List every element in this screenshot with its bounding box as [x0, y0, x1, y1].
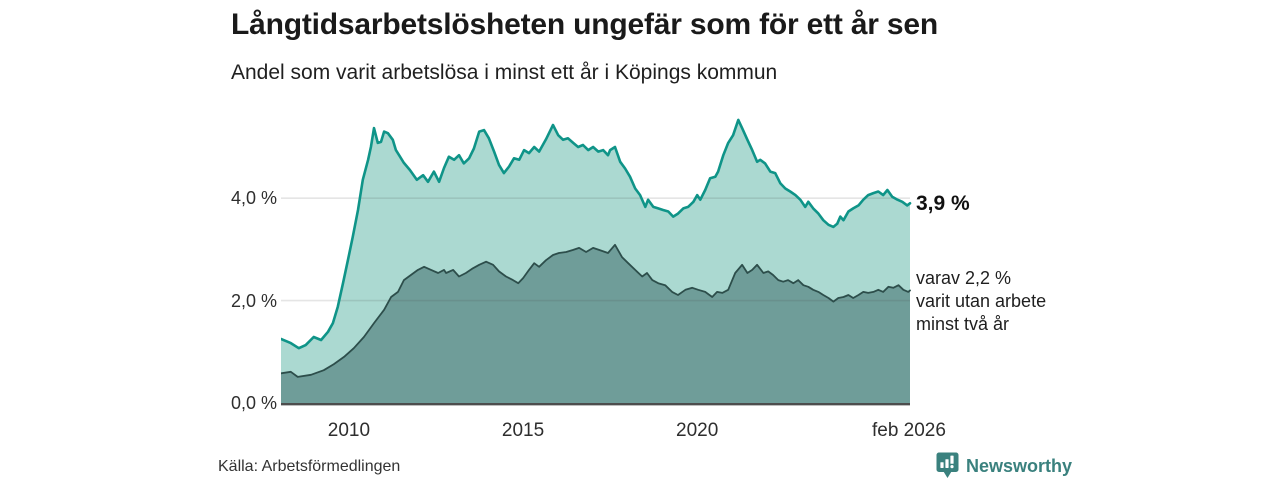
chart-title: Långtidsarbetslösheten ungefär som för e…: [231, 8, 939, 41]
series-end-label-line-1: varav 2,2 %: [916, 268, 1012, 288]
series-line-0: [281, 118, 912, 350]
x-axis-tick-label: 2015: [501, 420, 545, 441]
series-end-label-total: 3,9 %: [916, 192, 970, 215]
y-axis-tick-label: 4,0 %: [230, 188, 277, 209]
series-end-label-line-2: varit utan arbete: [916, 291, 1047, 311]
x-axis-tick-label: feb 2026: [871, 420, 946, 441]
source-note: Källa: Arbetsförmedlingen: [218, 458, 401, 475]
y-axis-tick-label: 0,0 %: [230, 393, 277, 413]
newsworthy-logo-icon: [936, 452, 959, 478]
brand-logo: Newsworthy: [936, 452, 1072, 479]
series-line-1: [281, 243, 911, 378]
chart-subtitle: Andel som varit arbetslösa i minst ett å…: [231, 61, 778, 84]
brand-name: Newsworthy: [966, 455, 1073, 476]
area-fill-1: [281, 244, 910, 403]
y-axis-tick-label: 2,0 %: [230, 290, 277, 311]
series-end-label-two-year: varav 2,2 % varit utan arbete minst två …: [916, 267, 1046, 336]
area-chart-plot: [281, 118, 912, 406]
x-axis-tick-label: 2020: [676, 420, 719, 441]
series-end-label-line-3: minst två år: [916, 314, 1010, 334]
x-axis-tick-label: 2010: [327, 420, 371, 441]
